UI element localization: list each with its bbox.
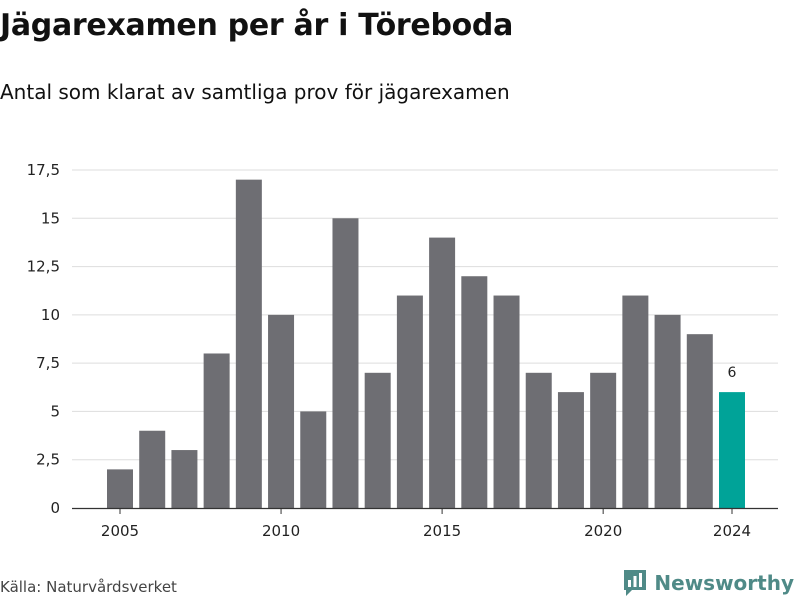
- bar-2011: [300, 411, 327, 508]
- bar-chart: 0 2,5 5 7,5 10 12,5 15 17,5 2005 2010 2015 2020 202…: [27, 161, 778, 540]
- y-tick-label: 7,5: [36, 354, 60, 372]
- chart-subtitle: Antal som klarat av samtliga prov för jä…: [0, 80, 510, 104]
- source-note: Källa: Naturvårdsverket: [0, 578, 177, 596]
- x-tick-label: 2020: [584, 522, 622, 540]
- bar-2019: [557, 392, 584, 508]
- bar-2013: [364, 372, 391, 508]
- bar-2012: [332, 218, 359, 509]
- y-tick-label: 2,5: [36, 451, 60, 469]
- bar-2021: [622, 295, 649, 508]
- x-tick-label: 2010: [262, 522, 300, 540]
- bar-2022: [654, 314, 681, 508]
- bar-2016: [461, 276, 488, 508]
- bar-2005: [107, 469, 133, 508]
- x-tick-label: 2024: [713, 522, 751, 540]
- bar-2018: [525, 372, 552, 508]
- x-axis: [72, 507, 778, 514]
- data-label-2024: 6: [728, 365, 737, 381]
- bar-chart-logo-icon: [624, 570, 647, 596]
- bar-2015: [429, 237, 456, 508]
- bar-2010: [268, 314, 295, 508]
- brand-logo: Newsworthy: [622, 568, 794, 598]
- bars: [107, 179, 745, 509]
- bar-2008: [203, 353, 230, 508]
- bar-2017: [493, 295, 520, 508]
- bar-2007: [171, 450, 198, 508]
- bar-2009: [235, 179, 262, 508]
- bar-2023: [686, 334, 713, 508]
- bar-2006: [139, 430, 166, 508]
- y-tick-label: 0: [50, 499, 60, 517]
- y-axis-tick-labels: 0 2,5 5 7,5 10 12,5 15 17,5: [27, 161, 60, 517]
- x-tick-label: 2005: [101, 522, 139, 540]
- bar-2024: [719, 392, 745, 508]
- y-tick-label: 12,5: [27, 258, 60, 276]
- y-tick-label: 5: [50, 402, 60, 420]
- chart-title: Jägarexamen per år i Töreboda: [0, 8, 514, 43]
- y-tick-label: 15: [41, 209, 60, 227]
- data-labels: 6: [728, 365, 737, 381]
- brand-name: Newsworthy: [654, 571, 794, 595]
- y-tick-label: 17,5: [27, 161, 60, 179]
- bar-2020: [590, 372, 617, 508]
- y-tick-label: 10: [41, 306, 60, 324]
- bar-2014: [396, 295, 423, 508]
- x-tick-label: 2015: [423, 522, 461, 540]
- x-axis-tick-labels: 2005 2010 2015 2020 2024: [101, 522, 751, 540]
